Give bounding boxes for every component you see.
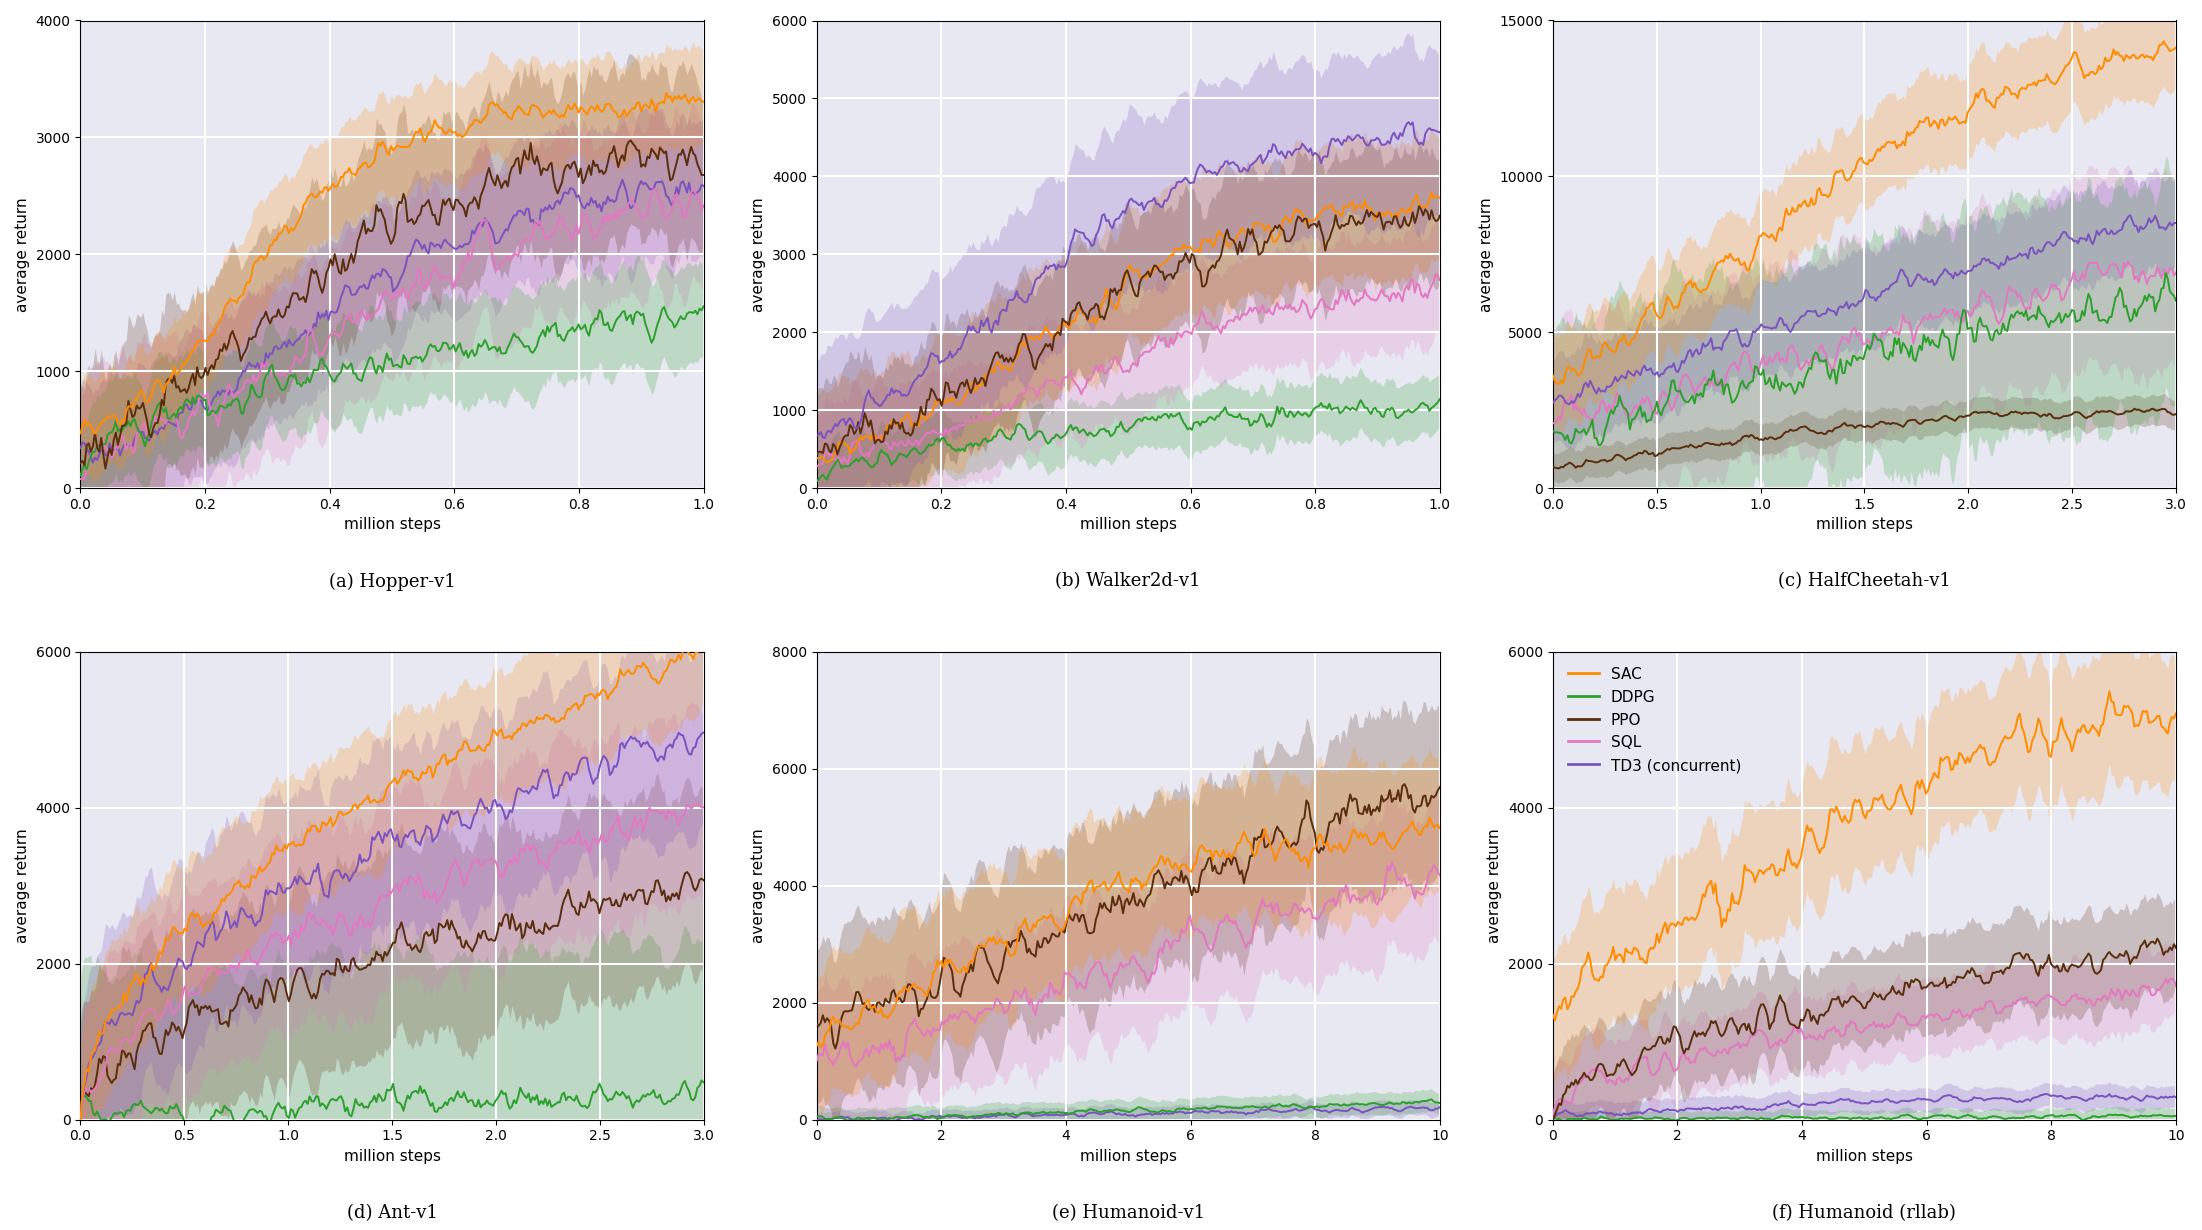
X-axis label: million steps: million steps — [344, 1149, 440, 1164]
Y-axis label: average return: average return — [15, 197, 31, 311]
Legend: SAC, DDPG, PPO, SQL, TD3 (concurrent): SAC, DDPG, PPO, SQL, TD3 (concurrent) — [1561, 659, 1748, 781]
X-axis label: million steps: million steps — [1817, 518, 1914, 533]
X-axis label: million steps: million steps — [1817, 1149, 1914, 1164]
Text: (e) Humanoid-v1: (e) Humanoid-v1 — [1053, 1204, 1204, 1221]
X-axis label: million steps: million steps — [1079, 1149, 1176, 1164]
Text: (a) Hopper-v1: (a) Hopper-v1 — [328, 572, 456, 590]
Y-axis label: average return: average return — [751, 828, 766, 943]
Y-axis label: average return: average return — [1480, 197, 1493, 311]
Y-axis label: average return: average return — [15, 828, 31, 943]
Y-axis label: average return: average return — [1486, 828, 1502, 943]
X-axis label: million steps: million steps — [1079, 518, 1176, 533]
Text: (f) Humanoid (rllab): (f) Humanoid (rllab) — [1773, 1204, 1955, 1221]
X-axis label: million steps: million steps — [344, 518, 440, 533]
Y-axis label: average return: average return — [751, 197, 766, 311]
Text: (c) HalfCheetah-v1: (c) HalfCheetah-v1 — [1777, 572, 1951, 590]
Text: (d) Ant-v1: (d) Ant-v1 — [346, 1204, 438, 1221]
Text: (b) Walker2d-v1: (b) Walker2d-v1 — [1055, 572, 1200, 590]
